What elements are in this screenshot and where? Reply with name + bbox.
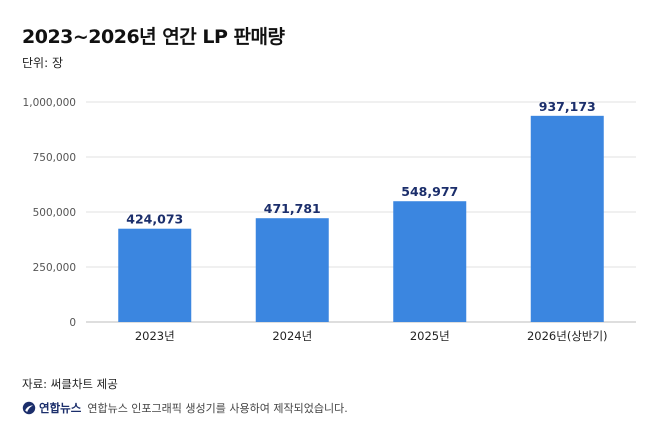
bar: [393, 201, 467, 322]
y-tick-label: 1,000,000: [23, 97, 76, 109]
y-tick-label: 250,000: [33, 262, 76, 274]
bar-value-label: 937,173: [539, 99, 596, 114]
x-axis-labels: 2023년 2024년 2025년 2026년(상반기): [135, 329, 608, 343]
y-axis-ticks: 0 250,000 500,000 750,000 1,000,000: [23, 97, 76, 329]
x-category-label: 2023년: [135, 329, 175, 343]
bar: [118, 228, 192, 322]
bar: [530, 115, 604, 323]
unit-label: 단위: 장: [22, 56, 63, 70]
y-tick-label: 750,000: [33, 152, 76, 164]
source-note: 자료: 써클차트 제공: [22, 377, 118, 391]
x-category-label: 2024년: [272, 329, 312, 343]
yonhap-logo-icon: [22, 401, 36, 415]
credit-text: 연합뉴스 인포그래픽 생성기를 사용하여 제작되었습니다.: [87, 402, 348, 415]
y-tick-label: 0: [69, 317, 76, 329]
bar: [255, 218, 329, 322]
value-labels: 424,073 471,781 548,977 937,173: [126, 99, 595, 227]
credit-line: 연합뉴스 연합뉴스 인포그래픽 생성기를 사용하여 제작되었습니다.: [22, 400, 348, 416]
yonhap-logo: 연합뉴스: [22, 400, 81, 416]
y-tick-label: 500,000: [33, 207, 76, 219]
bars: [118, 115, 604, 323]
bar-value-label: 424,073: [126, 212, 183, 227]
chart-title: 2023~2026년 연간 LP 판매량: [22, 26, 285, 48]
bar-value-label: 548,977: [401, 184, 458, 199]
logo-text: 연합뉴스: [39, 401, 82, 415]
bar-value-label: 471,781: [264, 201, 321, 216]
x-category-label: 2025년: [410, 329, 450, 343]
x-category-label: 2026년(상반기): [527, 329, 608, 343]
